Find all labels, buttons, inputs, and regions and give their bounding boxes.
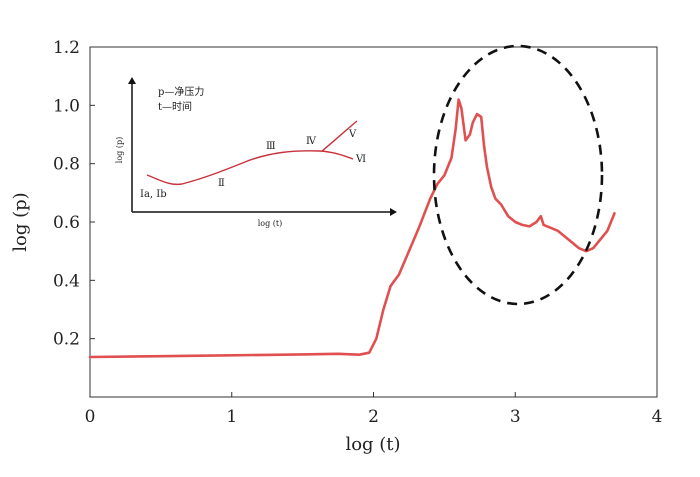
inset-curve <box>146 150 354 186</box>
inset-legend-t: t—时间 <box>158 100 192 113</box>
y-axis-ticks: 0.2 0.4 0.6 0.8 1.0 1.2 <box>53 38 95 350</box>
inset-y-arrow <box>128 77 136 84</box>
y-tick-label: 0.6 <box>53 213 80 233</box>
inset-x-arrow <box>390 208 397 216</box>
y-tick-label: 1.0 <box>53 96 80 116</box>
x-axis-ticks: 0 1 2 3 4 <box>85 392 663 427</box>
highlight-ellipse <box>432 44 604 306</box>
inset-y-title: log (p) <box>115 137 124 163</box>
stage-label-4: Ⅳ <box>306 136 317 147</box>
inset-branch-v <box>321 120 358 152</box>
series-line <box>88 98 616 359</box>
x-tick-label: 2 <box>368 407 379 427</box>
x-tick-label: 1 <box>226 407 237 427</box>
inset-x-title: log (t) <box>258 219 283 228</box>
stage-label-2: Ⅱ <box>218 178 225 189</box>
inset-diagram: p—净压力 t—时间 log (t) log (p) Ⅰa, Ⅰb Ⅱ Ⅲ Ⅳ … <box>115 77 397 228</box>
stage-label-5: Ⅴ <box>348 129 357 140</box>
y-tick-label: 0.8 <box>53 155 80 175</box>
x-tick-label: 0 <box>85 407 96 427</box>
x-axis-title: log (t) <box>345 434 400 455</box>
y-tick-label: 0.4 <box>53 271 80 291</box>
y-axis-title: log (p) <box>10 192 31 251</box>
inset-legend-p: p—净压力 <box>158 85 204 98</box>
stage-label-1: Ⅰa, Ⅰb <box>140 189 167 200</box>
y-tick-label: 0.2 <box>53 330 80 350</box>
stage-label-6: Ⅵ <box>355 154 366 165</box>
stage-label-3: Ⅲ <box>266 141 276 152</box>
x-tick-label: 4 <box>652 407 663 427</box>
x-tick-label: 3 <box>510 407 521 427</box>
y-tick-label: 1.2 <box>53 38 80 58</box>
